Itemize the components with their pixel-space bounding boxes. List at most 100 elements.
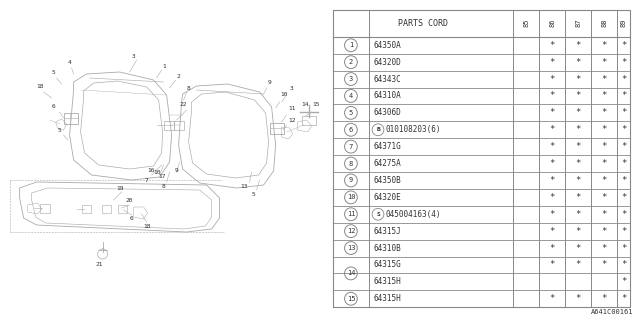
- Text: 7: 7: [145, 178, 148, 182]
- Text: *: *: [550, 142, 555, 151]
- Text: 9: 9: [349, 178, 353, 183]
- Text: 11: 11: [347, 211, 355, 217]
- Text: *: *: [575, 260, 581, 269]
- Text: *: *: [575, 159, 581, 168]
- Text: *: *: [575, 92, 581, 100]
- Text: 64320D: 64320D: [374, 58, 402, 67]
- Text: 88: 88: [601, 19, 607, 28]
- Text: *: *: [575, 108, 581, 117]
- Text: *: *: [602, 108, 607, 117]
- Text: 5: 5: [58, 127, 61, 132]
- Text: 6: 6: [349, 127, 353, 133]
- Text: *: *: [602, 260, 607, 269]
- Text: 64315J: 64315J: [374, 227, 402, 236]
- Text: *: *: [602, 294, 607, 303]
- Bar: [164, 121, 173, 130]
- Text: 4: 4: [68, 60, 72, 65]
- Bar: [269, 123, 284, 134]
- Text: *: *: [621, 227, 627, 236]
- Text: *: *: [575, 210, 581, 219]
- Text: 7: 7: [349, 144, 353, 150]
- Text: *: *: [621, 244, 627, 252]
- Text: *: *: [602, 210, 607, 219]
- Text: *: *: [575, 244, 581, 252]
- Text: *: *: [621, 41, 627, 50]
- Text: 8: 8: [349, 161, 353, 166]
- Text: B: B: [376, 127, 380, 132]
- Bar: [63, 113, 77, 124]
- Text: *: *: [602, 142, 607, 151]
- Text: 64343C: 64343C: [374, 75, 402, 84]
- Text: A641C00161: A641C00161: [591, 309, 634, 315]
- Text: 64315H: 64315H: [374, 277, 402, 286]
- Text: *: *: [575, 294, 581, 303]
- Text: *: *: [602, 75, 607, 84]
- Text: 045004163(4): 045004163(4): [385, 210, 441, 219]
- Text: *: *: [621, 125, 627, 134]
- Text: *: *: [550, 92, 555, 100]
- Text: 64275A: 64275A: [374, 159, 402, 168]
- Text: 10: 10: [280, 92, 287, 97]
- Text: 64350B: 64350B: [374, 176, 402, 185]
- Text: *: *: [575, 142, 581, 151]
- Bar: [102, 205, 111, 213]
- Text: 3: 3: [290, 85, 294, 91]
- Text: *: *: [621, 260, 627, 269]
- Text: *: *: [621, 210, 627, 219]
- Text: *: *: [575, 193, 581, 202]
- Text: 6: 6: [130, 215, 134, 220]
- Text: 6: 6: [52, 103, 56, 108]
- Text: PARTS CORD: PARTS CORD: [398, 19, 448, 28]
- Text: *: *: [575, 58, 581, 67]
- Text: 21: 21: [96, 262, 103, 268]
- Text: 1: 1: [163, 65, 166, 69]
- Text: *: *: [621, 277, 627, 286]
- Text: *: *: [550, 244, 555, 252]
- Text: 10: 10: [347, 194, 355, 200]
- Text: 87: 87: [575, 19, 581, 28]
- Text: *: *: [550, 41, 555, 50]
- Text: *: *: [602, 227, 607, 236]
- Bar: [82, 205, 91, 213]
- Text: 22: 22: [180, 102, 188, 108]
- Text: 12: 12: [347, 228, 355, 234]
- Text: *: *: [550, 260, 555, 269]
- Text: *: *: [550, 159, 555, 168]
- Text: 64310A: 64310A: [374, 92, 402, 100]
- Text: 12: 12: [288, 117, 295, 123]
- Text: *: *: [550, 75, 555, 84]
- Text: 18: 18: [36, 84, 44, 89]
- Text: *: *: [575, 176, 581, 185]
- Text: 13: 13: [347, 245, 355, 251]
- Text: *: *: [550, 294, 555, 303]
- Text: *: *: [550, 58, 555, 67]
- Text: 15: 15: [347, 296, 355, 302]
- Text: *: *: [550, 176, 555, 185]
- Text: 17: 17: [158, 174, 165, 180]
- Text: 010108203(6): 010108203(6): [385, 125, 441, 134]
- Text: *: *: [621, 193, 627, 202]
- Text: 4: 4: [349, 93, 353, 99]
- Text: *: *: [575, 41, 581, 50]
- Text: 3: 3: [132, 54, 136, 60]
- Text: 8: 8: [187, 85, 191, 91]
- Text: *: *: [602, 41, 607, 50]
- Text: 19: 19: [116, 186, 124, 190]
- Text: *: *: [602, 58, 607, 67]
- Text: *: *: [550, 125, 555, 134]
- Text: 2: 2: [349, 59, 353, 65]
- Text: 64310B: 64310B: [374, 244, 402, 252]
- Text: *: *: [550, 227, 555, 236]
- Text: 13: 13: [240, 185, 247, 189]
- Text: *: *: [621, 142, 627, 151]
- Text: 16: 16: [147, 167, 154, 172]
- Text: 1: 1: [349, 42, 353, 48]
- Text: *: *: [602, 193, 607, 202]
- Text: 64306D: 64306D: [374, 108, 402, 117]
- Text: *: *: [575, 75, 581, 84]
- Text: 11: 11: [288, 106, 295, 110]
- Text: 5: 5: [349, 110, 353, 116]
- Text: 5: 5: [52, 69, 56, 75]
- Text: *: *: [575, 125, 581, 134]
- Text: S: S: [376, 212, 380, 217]
